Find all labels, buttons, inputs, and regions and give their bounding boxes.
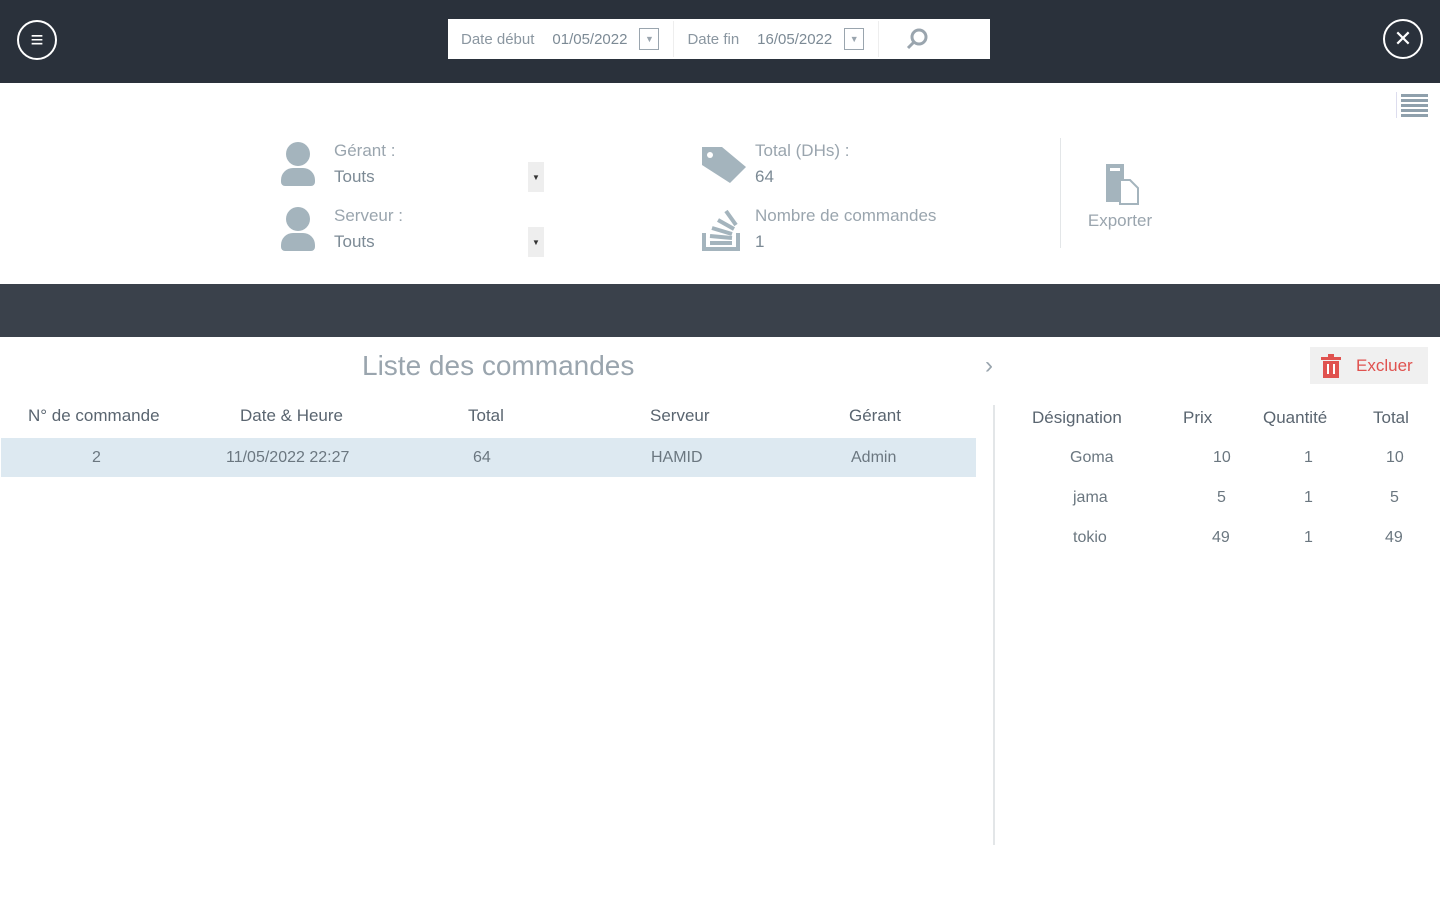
- col-total[interactable]: Total: [468, 406, 504, 425]
- cell-prix: 10: [1213, 449, 1231, 466]
- exclude-button[interactable]: Excluer: [1310, 347, 1428, 384]
- cell-date: 11/05/2022 22:27: [226, 449, 350, 466]
- chevron-right-icon[interactable]: ›: [985, 352, 993, 379]
- trash-icon: [1321, 353, 1341, 378]
- cell-quantite: 1: [1304, 489, 1313, 506]
- cell-quantite: 1: [1304, 529, 1313, 546]
- orders-title: Liste des commandes: [362, 350, 635, 381]
- cell-total: 49: [1385, 529, 1403, 546]
- col-gerant[interactable]: Gérant: [849, 406, 901, 425]
- col-quantite[interactable]: Quantité: [1263, 408, 1328, 427]
- col-order-number[interactable]: N° de commande: [28, 406, 160, 425]
- gerant-label: Gérant :: [334, 141, 396, 160]
- gerant-dropdown-icon[interactable]: ▼: [528, 162, 544, 192]
- col-designation[interactable]: Désignation: [1032, 408, 1122, 427]
- list-view-icon[interactable]: [1396, 92, 1428, 118]
- user-icon: [281, 207, 315, 251]
- serveur-label: Serveur :: [334, 206, 403, 225]
- hamburger-icon: ≡: [30, 27, 44, 52]
- divider: [878, 21, 880, 57]
- top-bar: ≡ Date début 01/05/2022 ▼ Date fin 16/05…: [0, 0, 1440, 83]
- serveur-dropdown-icon[interactable]: ▼: [528, 227, 544, 257]
- col-prix[interactable]: Prix: [1183, 408, 1213, 427]
- export-label: Exporter: [1087, 211, 1153, 230]
- date-start-dropdown-icon[interactable]: ▼: [639, 28, 660, 50]
- cell-total: 10: [1386, 449, 1404, 466]
- export-icon: [1106, 164, 1139, 205]
- serveur-select[interactable]: Touts: [334, 232, 375, 251]
- tag-icon: [702, 147, 746, 183]
- user-icon: [281, 142, 315, 186]
- count-label: Nombre de commandes: [755, 206, 937, 225]
- divider: [673, 21, 675, 57]
- cell-prix: 49: [1212, 529, 1230, 546]
- section-band: [0, 284, 1440, 337]
- search-icon[interactable]: [905, 27, 929, 51]
- date-start-label: Date début: [461, 30, 535, 48]
- gerant-select[interactable]: Touts: [334, 167, 375, 186]
- date-filter-bar: Date début 01/05/2022 ▼ Date fin 16/05/2…: [448, 19, 990, 59]
- cell-designation: jama: [1073, 489, 1108, 506]
- close-icon: ✕: [1393, 26, 1413, 51]
- cell-quantite: 1: [1304, 449, 1313, 466]
- cell-total: 5: [1390, 489, 1399, 506]
- cell-serveur: HAMID: [651, 449, 703, 466]
- cell-gerant: Admin: [851, 449, 897, 466]
- table-row[interactable]: 2 11/05/2022 22:27 64 HAMID Admin: [1, 438, 976, 477]
- date-end-dropdown-icon[interactable]: ▼: [844, 28, 865, 50]
- date-end-label: Date fin: [687, 30, 740, 48]
- stack-icon: [702, 209, 740, 251]
- menu-button[interactable]: ≡: [17, 20, 57, 60]
- total-value: 64: [755, 167, 774, 186]
- cell-prix: 5: [1217, 489, 1226, 506]
- count-value: 1: [755, 232, 765, 251]
- export-button[interactable]: Exporter: [1080, 162, 1160, 231]
- total-label: Total (DHs) :: [755, 141, 850, 160]
- col-total-detail[interactable]: Total: [1373, 408, 1409, 427]
- divider: [1060, 138, 1061, 248]
- cell-designation: Goma: [1070, 449, 1114, 466]
- cell-order-number: 2: [92, 449, 101, 466]
- divider: [993, 405, 995, 845]
- cell-designation: tokio: [1073, 529, 1107, 546]
- exclude-label: Excluer: [1356, 355, 1413, 375]
- date-start-input[interactable]: 01/05/2022: [552, 30, 628, 48]
- col-serveur[interactable]: Serveur: [650, 406, 710, 425]
- date-end-input[interactable]: 16/05/2022: [757, 30, 833, 48]
- close-button[interactable]: ✕: [1383, 19, 1423, 59]
- col-date[interactable]: Date & Heure: [240, 406, 343, 425]
- cell-total: 64: [473, 449, 491, 466]
